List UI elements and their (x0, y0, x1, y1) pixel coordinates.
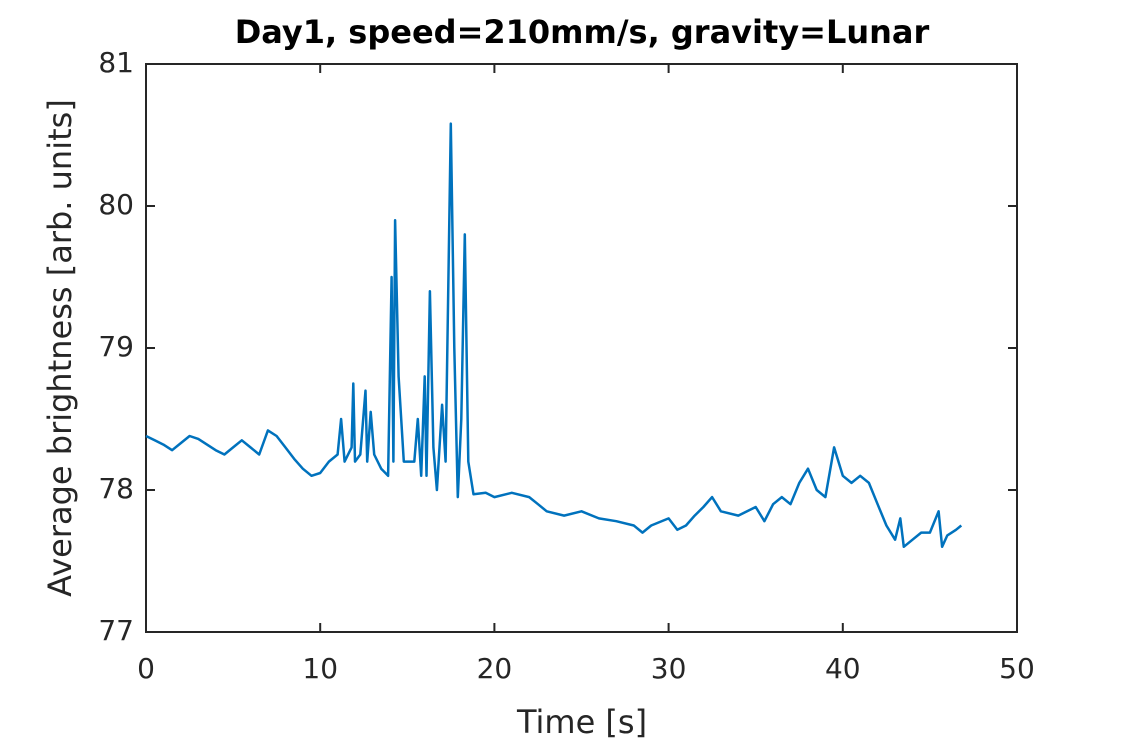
x-tick-label: 30 (651, 652, 687, 685)
x-tick-label: 10 (302, 652, 338, 685)
x-axis-label: Time [s] (516, 703, 647, 741)
data-line (145, 122, 963, 549)
x-tick-label: 0 (137, 652, 155, 685)
x-tick-label: 40 (825, 652, 861, 685)
x-tick-label: 20 (477, 652, 513, 685)
chart-title: Day1, speed=210mm/s, gravity=Lunar (235, 13, 930, 51)
y-tick-label: 78 (98, 472, 134, 505)
y-tick-label: 81 (98, 46, 134, 79)
plot-frame (145, 63, 1018, 633)
y-axis-label: Average brightness [arb. units] (41, 99, 79, 597)
y-tick-label: 80 (98, 188, 134, 221)
y-tick-label: 79 (98, 330, 134, 363)
y-tick-label: 77 (98, 614, 134, 647)
x-tick-label: 50 (999, 652, 1035, 685)
